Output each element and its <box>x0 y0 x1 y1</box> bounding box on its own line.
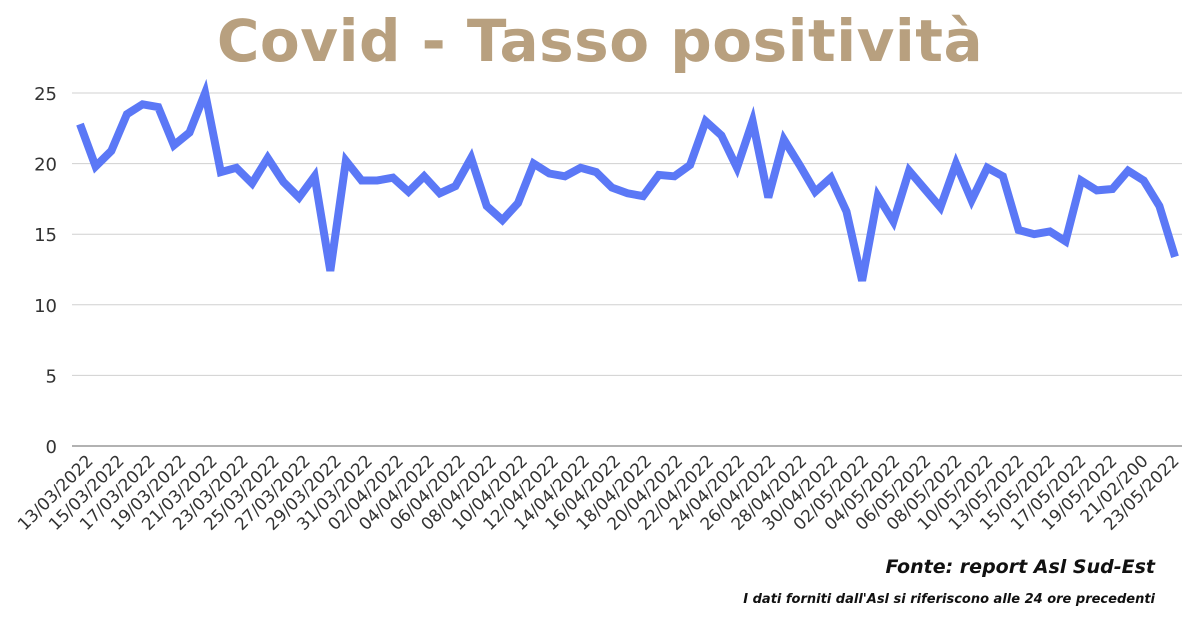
y-tick-label: 15 <box>34 225 57 246</box>
data-note: I dati forniti dall'Asl si riferiscono a… <box>743 592 1155 607</box>
y-tick-label: 10 <box>34 296 57 317</box>
source-credit: Fonte: report Asl Sud-Est <box>885 556 1155 578</box>
grid-lines <box>72 92 1182 447</box>
y-tick-label: 25 <box>34 84 57 105</box>
series-layer <box>76 78 1179 282</box>
series-line <box>76 78 1179 282</box>
y-tick-label: 0 <box>46 437 57 458</box>
y-tick-label: 5 <box>46 366 57 387</box>
x-axis-ticks: 13/03/202215/03/202217/03/202219/03/2022… <box>14 451 1183 534</box>
y-axis-ticks: 0 5 10 15 20 25 <box>34 84 57 458</box>
y-tick-label: 20 <box>34 155 57 176</box>
chart-title: Covid - Tasso positività <box>216 7 984 75</box>
